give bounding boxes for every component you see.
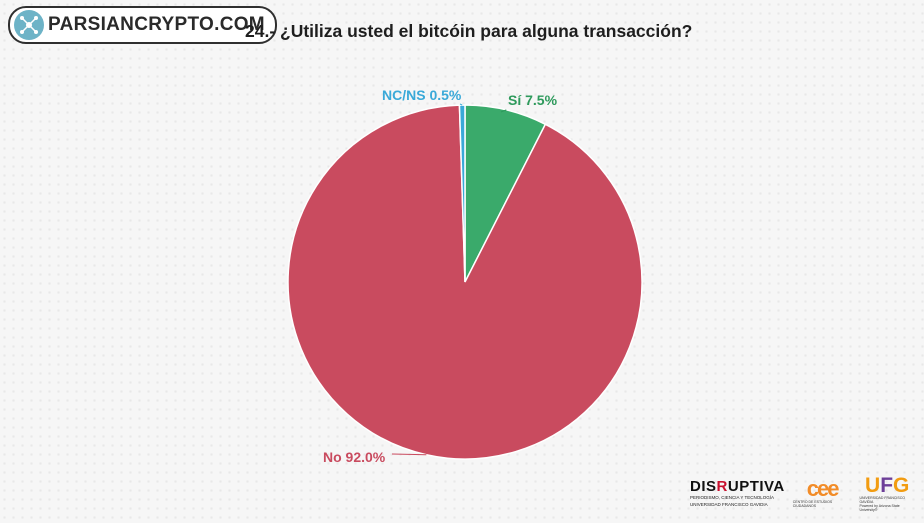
leader-line [500,109,507,113]
footer-logos: DISRUPTIVA PERIODISMO, CIENCIA Y TECNOLO… [690,472,915,514]
cee-logo: cee CENTRO DE ESTUDIOS CIUDADANOS [792,476,840,509]
slice-label: Sí 7.5% [508,92,558,108]
slice-label: NC/NS 0.5% [382,87,462,103]
leader-line [391,453,427,456]
slice-label: No 92.0% [323,449,386,465]
brand-name: PARSIANCRYPTO.COM [48,14,265,35]
pie-slice-no [287,104,643,460]
brand-logo[interactable]: PARSIANCRYPTO.COM [8,6,277,44]
chart-title: 24.- ¿Utiliza usted el bitcóin para algu… [245,21,693,41]
leader-line [459,103,463,106]
disruptiva-logo: DISRUPTIVA PERIODISMO, CIENCIA Y TECNOLO… [690,478,785,507]
brand-icon [14,10,44,40]
ufg-logo: UFG UNIVERSIDAD FRANCISCO GAVIDIA Powere… [859,473,910,512]
